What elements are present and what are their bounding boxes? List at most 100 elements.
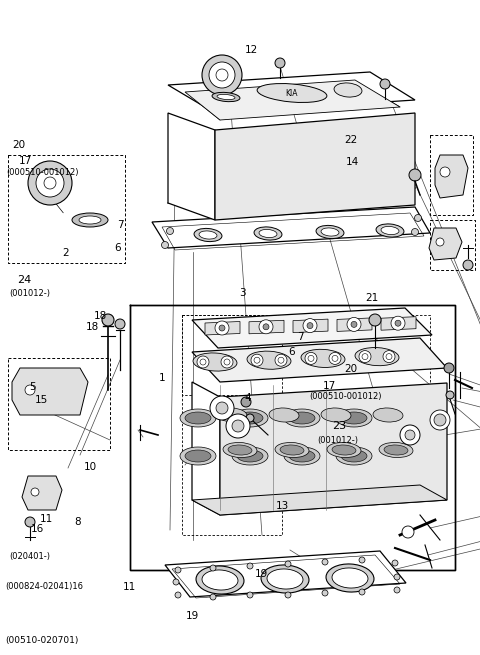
Text: 18: 18 <box>94 311 107 322</box>
Circle shape <box>259 320 273 334</box>
Ellipse shape <box>269 408 299 422</box>
Ellipse shape <box>237 450 263 462</box>
Ellipse shape <box>373 408 403 422</box>
Circle shape <box>440 167 450 177</box>
Ellipse shape <box>280 445 304 455</box>
Circle shape <box>380 79 390 89</box>
Circle shape <box>215 321 229 335</box>
Ellipse shape <box>185 450 211 462</box>
Circle shape <box>383 350 395 363</box>
Polygon shape <box>185 80 400 120</box>
Circle shape <box>392 560 398 566</box>
Text: 21: 21 <box>365 293 378 303</box>
Circle shape <box>394 574 400 580</box>
Text: 19: 19 <box>254 569 268 579</box>
Circle shape <box>247 592 253 598</box>
Circle shape <box>430 410 450 430</box>
Ellipse shape <box>355 348 399 365</box>
Circle shape <box>246 414 254 422</box>
Ellipse shape <box>180 409 216 427</box>
Circle shape <box>434 414 446 426</box>
Circle shape <box>175 592 181 598</box>
Polygon shape <box>205 322 240 335</box>
Ellipse shape <box>341 412 367 424</box>
Circle shape <box>202 55 242 95</box>
Text: (000510-001012): (000510-001012) <box>6 168 78 177</box>
Circle shape <box>219 325 225 331</box>
Text: 19: 19 <box>186 610 200 621</box>
Ellipse shape <box>185 412 211 424</box>
Text: 17: 17 <box>19 156 33 166</box>
Ellipse shape <box>289 412 315 424</box>
Ellipse shape <box>334 83 362 97</box>
Circle shape <box>394 587 400 593</box>
Circle shape <box>285 561 291 567</box>
Circle shape <box>28 161 72 205</box>
Text: 3: 3 <box>239 288 246 299</box>
Ellipse shape <box>196 566 244 594</box>
Ellipse shape <box>327 443 361 458</box>
Circle shape <box>161 242 168 248</box>
Circle shape <box>226 414 250 438</box>
Polygon shape <box>192 382 220 515</box>
Circle shape <box>351 322 357 328</box>
Circle shape <box>247 563 253 569</box>
Circle shape <box>391 316 405 330</box>
Ellipse shape <box>223 443 257 458</box>
Circle shape <box>221 356 233 368</box>
Text: 20: 20 <box>345 364 358 375</box>
Text: 13: 13 <box>276 501 289 512</box>
Text: KIA: KIA <box>286 88 298 98</box>
Ellipse shape <box>217 408 247 422</box>
Text: 16: 16 <box>31 524 45 534</box>
Circle shape <box>305 352 317 364</box>
Ellipse shape <box>321 408 351 422</box>
Text: (001012-): (001012-) <box>317 436 358 445</box>
Text: 15: 15 <box>35 394 48 405</box>
Text: (020401-): (020401-) <box>10 552 50 561</box>
Circle shape <box>173 579 179 585</box>
Polygon shape <box>215 113 415 220</box>
Circle shape <box>359 350 371 363</box>
Circle shape <box>446 391 454 399</box>
Text: (000824-02041)16: (000824-02041)16 <box>5 582 83 591</box>
Ellipse shape <box>332 445 356 455</box>
Ellipse shape <box>237 412 263 424</box>
Text: 6: 6 <box>288 346 295 357</box>
Circle shape <box>263 324 269 330</box>
Ellipse shape <box>232 409 268 427</box>
Circle shape <box>25 385 35 395</box>
Circle shape <box>216 402 228 414</box>
Text: 11: 11 <box>122 582 136 592</box>
Ellipse shape <box>321 228 339 236</box>
Ellipse shape <box>267 569 303 589</box>
Ellipse shape <box>384 445 408 455</box>
Ellipse shape <box>247 351 291 369</box>
Circle shape <box>463 260 473 270</box>
Circle shape <box>167 227 173 234</box>
Circle shape <box>322 559 328 565</box>
Ellipse shape <box>284 447 320 465</box>
Circle shape <box>303 318 317 333</box>
Polygon shape <box>429 228 462 260</box>
Circle shape <box>285 592 291 598</box>
Circle shape <box>209 62 235 88</box>
Ellipse shape <box>180 447 216 465</box>
Text: (00510-020701): (00510-020701) <box>5 636 78 645</box>
Text: 5: 5 <box>29 382 36 392</box>
Circle shape <box>329 352 341 364</box>
Ellipse shape <box>228 445 252 455</box>
Circle shape <box>232 420 244 432</box>
Circle shape <box>36 169 64 197</box>
Ellipse shape <box>72 213 108 227</box>
Ellipse shape <box>79 216 101 224</box>
Polygon shape <box>249 320 284 334</box>
Ellipse shape <box>379 443 413 458</box>
Circle shape <box>405 430 415 440</box>
Ellipse shape <box>341 450 367 462</box>
Text: 23: 23 <box>332 421 346 431</box>
Ellipse shape <box>332 568 368 588</box>
Circle shape <box>436 238 444 246</box>
Text: 17: 17 <box>323 381 336 392</box>
Ellipse shape <box>326 564 374 592</box>
